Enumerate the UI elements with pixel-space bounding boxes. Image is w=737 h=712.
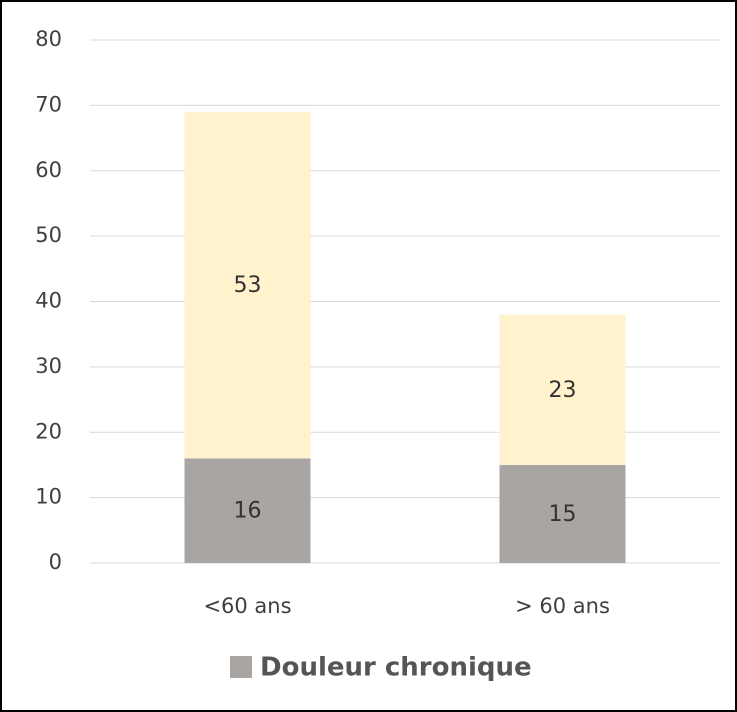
y-tick-label: 10	[35, 485, 62, 509]
y-tick-label: 0	[49, 550, 62, 574]
y-tick-label: 20	[35, 419, 62, 443]
y-tick-label: 70	[35, 92, 62, 116]
y-tick-label: 30	[35, 354, 62, 378]
legend-label: Douleur chronique	[260, 653, 532, 683]
bar-segment	[499, 464, 626, 563]
data-label: 53	[234, 273, 262, 298]
data-label: 23	[549, 378, 577, 403]
y-tick-label: 50	[35, 223, 62, 247]
legend-item: Douleur chronique	[230, 653, 532, 683]
legend-swatch	[230, 656, 252, 678]
bar-segment	[184, 458, 311, 563]
x-tick-label: <60 ans	[203, 594, 291, 618]
y-tick-label: 60	[35, 158, 62, 182]
bar-segment	[499, 314, 626, 465]
y-tick-label: 40	[35, 289, 62, 313]
x-tick-label: > 60 ans	[515, 594, 610, 618]
bar-segment	[184, 111, 311, 459]
data-label: 15	[549, 502, 577, 527]
y-tick-label: 80	[35, 27, 62, 51]
data-label: 16	[234, 499, 262, 524]
